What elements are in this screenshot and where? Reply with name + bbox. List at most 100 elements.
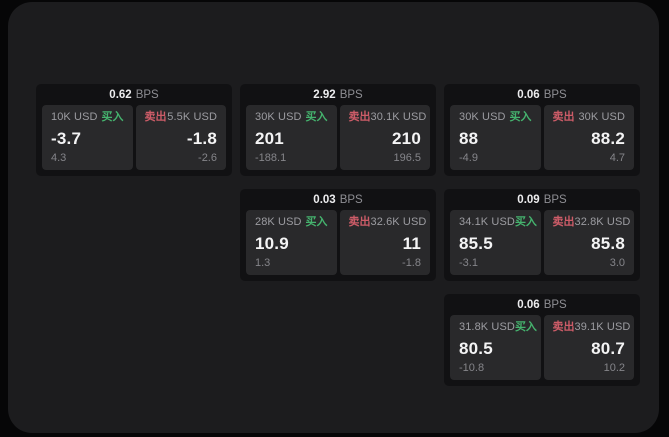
sell-side-label: 卖出 [552, 216, 575, 228]
buy-tile[interactable]: 31.8K USD 买入 80.5 -10.8 [450, 315, 541, 380]
buy-price: 10.9 [255, 233, 289, 253]
buy-tile[interactable]: 10K USD 买入 -3.7 4.3 [42, 105, 133, 170]
sell-delta: 3.0 [609, 257, 625, 269]
buy-price: 85.5 [459, 233, 493, 253]
sell-tile-header: 卖出 39.1K USD [552, 321, 631, 333]
buy-price: 201 [255, 128, 284, 148]
sell-tile-header: 卖出 30.1K USD [348, 111, 427, 123]
card-body: 34.1K USD 买入 85.5 -3.1 卖出 32.8K USD 85.8… [444, 210, 640, 281]
card-header: 0.62 BPS [36, 84, 232, 105]
sell-price: -1.8 [186, 128, 217, 148]
bps-value: 0.03 [313, 193, 336, 206]
buy-side-label: 买入 [509, 111, 532, 123]
buy-tile[interactable]: 30K USD 买入 201 -188.1 [246, 105, 337, 170]
sell-amount: 32.6K USD [370, 216, 427, 228]
buy-price: 80.5 [459, 338, 493, 358]
sell-tile[interactable]: 卖出 32.8K USD 85.8 3.0 [543, 210, 634, 275]
sell-tile[interactable]: 卖出 30K USD 88.2 4.7 [543, 105, 634, 170]
card-body: 28K USD 买入 10.9 1.3 卖出 32.6K USD 11 -1.8 [240, 210, 436, 281]
buy-tile-header: 10K USD 买入 [51, 112, 124, 123]
buy-amount: 30K USD [459, 111, 506, 123]
sell-delta: -1.8 [402, 257, 421, 269]
bps-value: 0.62 [109, 88, 132, 101]
buy-side-label: 买入 [305, 216, 328, 228]
sell-side-label: 卖出 [552, 321, 575, 333]
buy-side-label: 买入 [101, 111, 124, 123]
buy-amount: 28K USD [255, 216, 302, 228]
sell-amount: 30.1K USD [370, 111, 427, 123]
card-body: 30K USD 买入 88 -4.9 卖出 30K USD 88.2 4.7 [444, 105, 640, 176]
quote-card: 0.03 BPS 28K USD 买入 10.9 1.3 卖出 32.6K US… [240, 189, 436, 281]
bps-value: 0.06 [517, 298, 540, 311]
buy-tile[interactable]: 28K USD 买入 10.9 1.3 [246, 210, 337, 275]
sell-tile-header: 卖出 30K USD [553, 112, 626, 123]
buy-delta: -4.9 [459, 152, 478, 164]
buy-price: -3.7 [51, 128, 82, 148]
app-window: 0.62 BPS 10K USD 买入 -3.7 4.3 卖出 5.5K USD… [8, 2, 659, 433]
buy-tile[interactable]: 34.1K USD 买入 85.5 -3.1 [450, 210, 541, 275]
sell-price: 11 [402, 233, 421, 253]
bps-suffix-label: BPS [543, 193, 567, 206]
quote-card: 2.92 BPS 30K USD 买入 201 -188.1 卖出 30.1K … [240, 84, 436, 176]
sell-amount: 30K USD [578, 111, 625, 123]
sell-price: 85.8 [591, 233, 625, 253]
bps-suffix-label: BPS [339, 193, 363, 206]
bps-value: 2.92 [313, 88, 336, 101]
sell-tile-header: 卖出 32.8K USD [552, 216, 631, 228]
sell-amount: 32.8K USD [574, 216, 631, 228]
bps-value: 0.06 [517, 88, 540, 101]
card-header: 2.92 BPS [240, 84, 436, 105]
card-header: 0.09 BPS [444, 189, 640, 210]
sell-tile[interactable]: 卖出 32.6K USD 11 -1.8 [339, 210, 430, 275]
buy-amount: 30K USD [255, 111, 302, 123]
buy-tile-header: 30K USD 买入 [255, 112, 328, 123]
bps-suffix-label: BPS [135, 88, 159, 101]
sell-side-label: 卖出 [348, 111, 371, 123]
sell-delta: 10.2 [603, 362, 625, 374]
sell-amount: 39.1K USD [574, 321, 631, 333]
buy-amount: 34.1K USD [459, 216, 515, 228]
sell-tile-header: 卖出 32.6K USD [348, 216, 427, 228]
bps-suffix-label: BPS [543, 298, 567, 311]
buy-amount: 10K USD [51, 111, 98, 123]
sell-side-label: 卖出 [348, 216, 371, 228]
sell-price: 88.2 [591, 128, 625, 148]
buy-side-label: 买入 [305, 111, 328, 123]
card-header: 0.03 BPS [240, 189, 436, 210]
buy-side-label: 买入 [514, 216, 537, 228]
buy-amount: 31.8K USD [459, 321, 515, 333]
card-body: 10K USD 买入 -3.7 4.3 卖出 5.5K USD -1.8 -2.… [36, 105, 232, 176]
buy-side-label: 买入 [514, 321, 537, 333]
sell-tile[interactable]: 卖出 30.1K USD 210 196.5 [339, 105, 430, 170]
sell-delta: -2.6 [198, 152, 217, 164]
sell-price: 80.7 [591, 338, 625, 358]
sell-tile[interactable]: 卖出 5.5K USD -1.8 -2.6 [135, 105, 226, 170]
quote-card: 0.62 BPS 10K USD 买入 -3.7 4.3 卖出 5.5K USD… [36, 84, 232, 176]
buy-delta: 1.3 [255, 257, 271, 269]
bps-value: 0.09 [517, 193, 540, 206]
card-header: 0.06 BPS [444, 294, 640, 315]
buy-delta: -188.1 [255, 152, 287, 164]
buy-tile-header: 28K USD 买入 [255, 217, 328, 228]
buy-tile-header: 34.1K USD 买入 [459, 216, 537, 228]
buy-tile-header: 30K USD 买入 [459, 112, 532, 123]
quote-card: 0.09 BPS 34.1K USD 买入 85.5 -3.1 卖出 32.8K… [444, 189, 640, 281]
sell-tile-header: 卖出 5.5K USD [145, 112, 218, 123]
buy-tile-header: 31.8K USD 买入 [459, 321, 537, 333]
buy-price: 88 [459, 128, 479, 148]
sell-side-label: 卖出 [144, 111, 167, 123]
quote-card: 0.06 BPS 31.8K USD 买入 80.5 -10.8 卖出 39.1… [444, 294, 640, 386]
quote-cards-grid: 0.62 BPS 10K USD 买入 -3.7 4.3 卖出 5.5K USD… [36, 84, 640, 386]
card-header: 0.06 BPS [444, 84, 640, 105]
card-body: 30K USD 买入 201 -188.1 卖出 30.1K USD 210 1… [240, 105, 436, 176]
sell-tile[interactable]: 卖出 39.1K USD 80.7 10.2 [543, 315, 634, 380]
buy-delta: -3.1 [459, 257, 478, 269]
sell-delta: 196.5 [393, 152, 421, 164]
buy-delta: 4.3 [51, 152, 67, 164]
sell-amount: 5.5K USD [167, 111, 217, 123]
bps-suffix-label: BPS [543, 88, 567, 101]
bps-suffix-label: BPS [339, 88, 363, 101]
buy-delta: -10.8 [459, 362, 485, 374]
buy-tile[interactable]: 30K USD 买入 88 -4.9 [450, 105, 541, 170]
